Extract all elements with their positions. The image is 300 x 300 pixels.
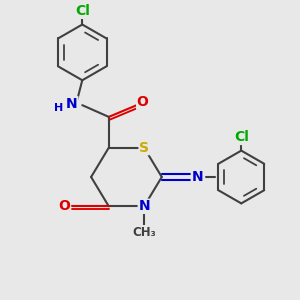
Text: S: S: [139, 141, 149, 155]
Text: Cl: Cl: [234, 130, 249, 144]
Text: N: N: [66, 97, 78, 111]
Text: N: N: [191, 170, 203, 184]
Text: O: O: [137, 95, 148, 109]
Text: N: N: [138, 199, 150, 213]
Text: Cl: Cl: [75, 4, 90, 18]
Text: H: H: [53, 103, 63, 113]
Text: CH₃: CH₃: [132, 226, 156, 238]
Text: O: O: [58, 199, 70, 213]
